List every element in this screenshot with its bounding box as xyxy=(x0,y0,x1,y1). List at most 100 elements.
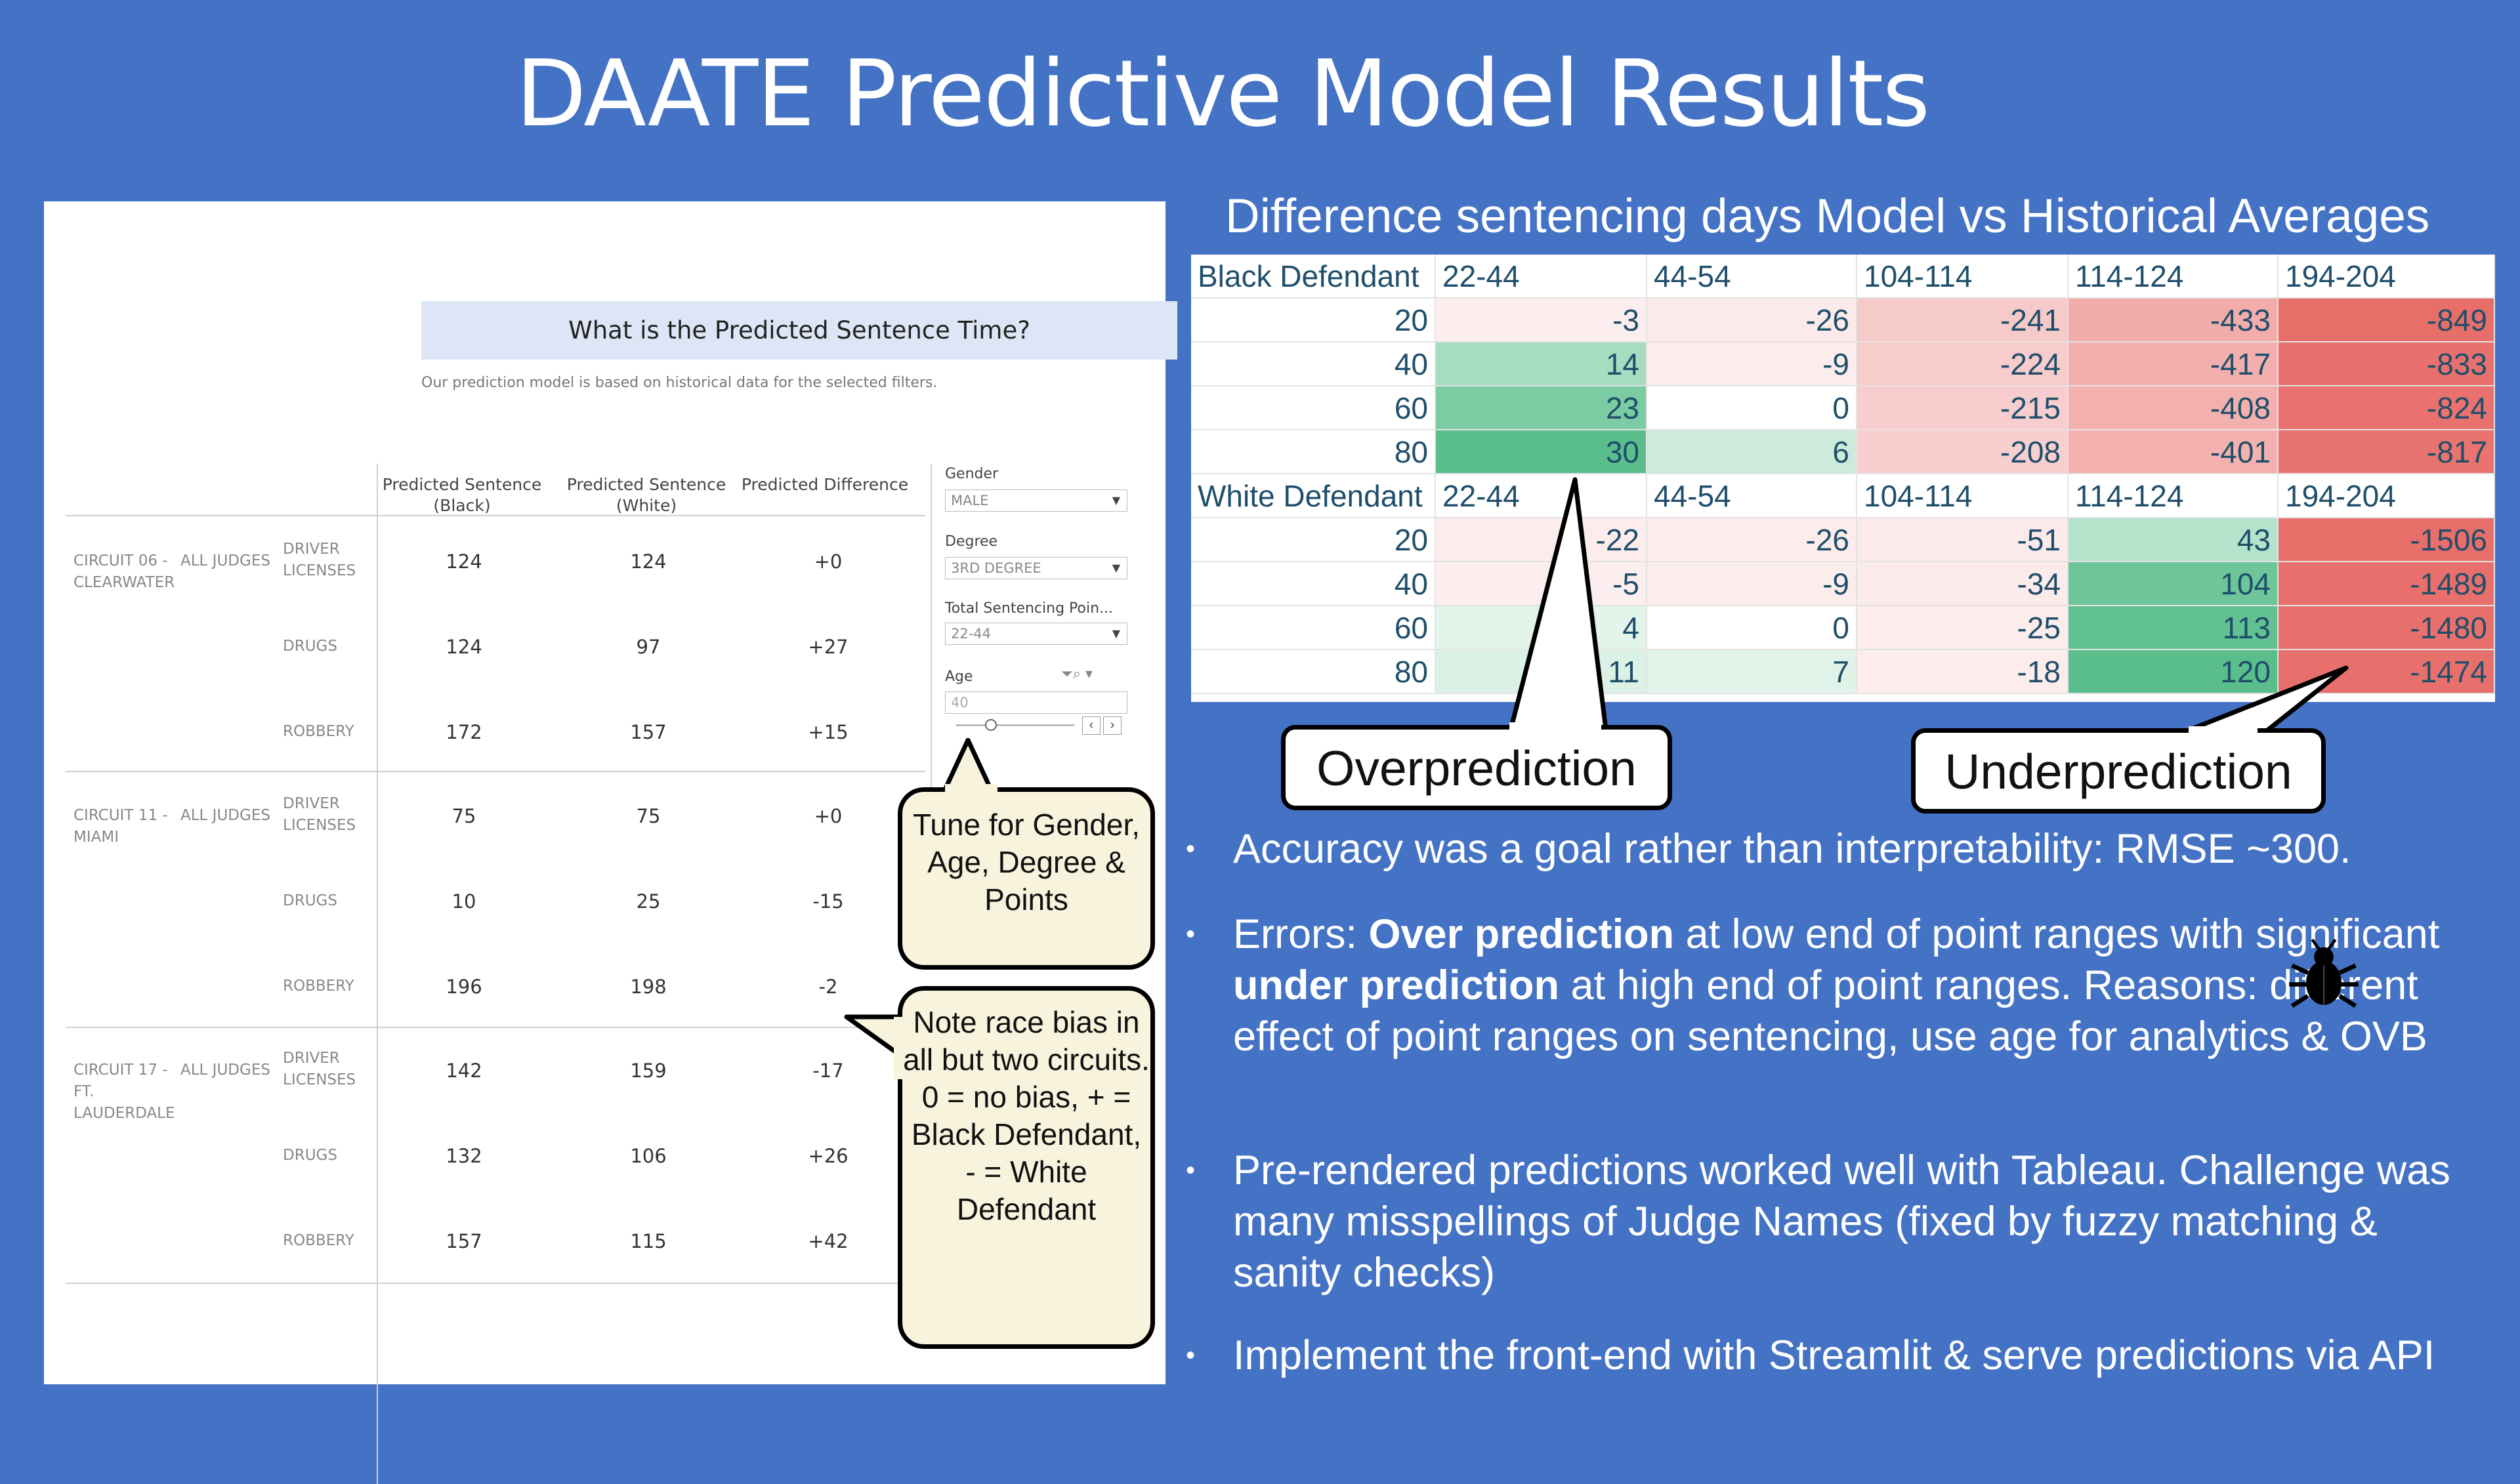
label-callout-pointers xyxy=(1507,477,2349,741)
predicted-white-cell: 97 xyxy=(636,636,661,658)
predicted-black-cell: 142 xyxy=(446,1060,482,1082)
table-divider xyxy=(66,1027,925,1028)
heatmap-cell: 0 xyxy=(1647,386,1857,430)
offense-label: DRIVER LICENSES xyxy=(283,541,356,579)
bullet-text: Implement the front-end with Streamlit &… xyxy=(1233,1332,2435,1378)
heatmap-age-label: 40 xyxy=(1191,342,1436,386)
dashboard-subheading: Our prediction model is based on histori… xyxy=(421,375,938,391)
heatmap-cell: -817 xyxy=(2278,430,2495,474)
judge-name: ALL JUDGES xyxy=(180,807,270,824)
predicted-black-cell: 75 xyxy=(452,805,476,827)
age-filter-label: Age xyxy=(945,669,973,685)
age-input[interactable]: 40 xyxy=(945,691,1127,714)
age-slider-track[interactable] xyxy=(956,724,1074,726)
predicted-white-cell: 198 xyxy=(630,976,667,998)
heatmap-cell: -26 xyxy=(1647,518,1857,562)
circuit-name: CIRCUIT 11 - MIAMI xyxy=(74,807,168,846)
gender-select[interactable]: MALE ▼ xyxy=(945,489,1127,512)
bullet-text-part: at low end of point ranges with signific… xyxy=(1674,911,2440,957)
predicted-diff-cell: +42 xyxy=(808,1230,849,1252)
degree-select[interactable]: 3RD DEGREE ▼ xyxy=(945,557,1127,579)
heatmap-cell: -849 xyxy=(2278,299,2495,342)
overprediction-label: Overprediction xyxy=(1281,725,1672,810)
heatmap-cell: -25 xyxy=(1857,606,2068,650)
predicted-diff-cell: -17 xyxy=(812,1060,844,1082)
slide-title: DAATE Predictive Model Results xyxy=(515,41,1930,148)
heatmap-column-header: 194-204 xyxy=(2278,255,2495,299)
heatmap-cell: -824 xyxy=(2278,386,2495,430)
predicted-black-cell: 10 xyxy=(452,890,476,913)
circuit-name: CIRCUIT 06 - CLEARWATER xyxy=(74,552,175,591)
bullet-dot: • xyxy=(1186,1341,1196,1370)
age-slider-handle[interactable] xyxy=(985,719,997,731)
heatmap-column-header: 22-44 xyxy=(1436,255,1647,299)
circuit-name: CIRCUIT 17 - FT. LAUDERDALE xyxy=(74,1061,175,1122)
dashboard-heading: What is the Predicted Sentence Time? xyxy=(421,301,1177,360)
chevron-down-icon: ▼ xyxy=(1112,494,1120,506)
heatmap-age-label: 60 xyxy=(1191,386,1436,430)
heatmap-cell: -22 xyxy=(1436,518,1647,562)
filter-icon[interactable]: ⏷⌕ ▾ xyxy=(1061,666,1093,682)
heatmap-cell: -18 xyxy=(1857,650,2068,694)
table-divider xyxy=(66,771,925,772)
bullet-text: Errors: Over prediction at low end of po… xyxy=(1233,909,2480,1062)
heatmap-column-header: 114-124 xyxy=(2068,255,2278,299)
heatmap-cell: 43 xyxy=(2068,518,2278,562)
heatmap-age-label: 20 xyxy=(1191,518,1436,562)
predicted-diff-cell: +0 xyxy=(814,550,843,573)
table-divider xyxy=(377,464,378,1484)
predicted-white-cell: 157 xyxy=(630,721,667,743)
callout-joint xyxy=(945,784,998,793)
offense-label: DRUGS xyxy=(283,1147,337,1164)
table-divider xyxy=(66,1283,925,1284)
callout-joint xyxy=(2189,726,2258,735)
bullet-text: Pre-rendered predictions worked well wit… xyxy=(1233,1147,2450,1296)
column-header-difference: Predicted Difference xyxy=(741,475,909,494)
chevron-right-icon[interactable]: › xyxy=(1103,716,1122,735)
heatmap-cell: -408 xyxy=(2068,386,2278,430)
heatmap-age-label: 80 xyxy=(1191,650,1436,694)
chevron-down-icon: ▼ xyxy=(1112,562,1120,574)
heatmap-cell: -208 xyxy=(1857,430,2068,474)
predicted-black-cell: 132 xyxy=(446,1145,482,1167)
heatmap-cell: -417 xyxy=(2068,342,2278,386)
tune-callout: Tune for Gender, Age, Degree & Points xyxy=(898,787,1155,970)
heatmap-cell: -1489 xyxy=(2278,562,2495,606)
callout-joint xyxy=(894,1017,904,1079)
column-header-white: Predicted Sentence (White) xyxy=(566,475,726,515)
offense-label: ROBBERY xyxy=(283,723,354,740)
heatmap-age-label: 40 xyxy=(1191,562,1436,606)
points-select[interactable]: 22-44 ▼ xyxy=(945,623,1127,645)
predicted-black-cell: 172 xyxy=(446,721,482,743)
heatmap-cell: -241 xyxy=(1857,299,2068,342)
offense-label: DRIVER LICENSES xyxy=(283,795,356,834)
heatmap-group-label: Black Defendant xyxy=(1191,255,1436,299)
bullet-text: Accuracy was a goal rather than interpre… xyxy=(1233,826,2351,872)
heatmap-cell: -401 xyxy=(2068,430,2278,474)
heatmap-column-header: 44-54 xyxy=(1647,474,1857,518)
chevron-left-icon[interactable]: ‹ xyxy=(1082,716,1101,735)
offense-label: DRUGS xyxy=(283,892,337,909)
offense-label: ROBBERY xyxy=(283,978,354,995)
heatmap-column-header: 22-44 xyxy=(1436,474,1647,518)
bullet-dot: • xyxy=(1186,920,1196,949)
heatmap-cell: 6 xyxy=(1647,430,1857,474)
predicted-white-cell: 25 xyxy=(636,890,661,913)
degree-filter-label: Degree xyxy=(945,533,998,550)
bias-callout: Note race bias in all but two circuits. … xyxy=(898,986,1155,1349)
heatmap-cell: 120 xyxy=(2068,650,2278,694)
bullet-dot: • xyxy=(1186,1156,1196,1185)
predicted-black-cell: 124 xyxy=(446,636,482,658)
table-divider xyxy=(931,464,932,792)
predicted-black-cell: 124 xyxy=(446,550,482,573)
heatmap-column-header: 44-54 xyxy=(1647,255,1857,299)
heatmap-title: Difference sentencing days Model vs Hist… xyxy=(1225,190,2430,243)
heatmap-cell: -26 xyxy=(1647,299,1857,342)
heatmap-column-header: 194-204 xyxy=(2278,474,2495,518)
predicted-diff-cell: +0 xyxy=(814,805,843,827)
heatmap-age-label: 60 xyxy=(1191,606,1436,650)
heatmap-cell: -9 xyxy=(1647,342,1857,386)
column-header-black: Predicted Sentence (Black) xyxy=(382,475,542,515)
heatmap-age-label: 20 xyxy=(1191,299,1436,342)
bullet-text-part: Errors: xyxy=(1233,911,1369,957)
